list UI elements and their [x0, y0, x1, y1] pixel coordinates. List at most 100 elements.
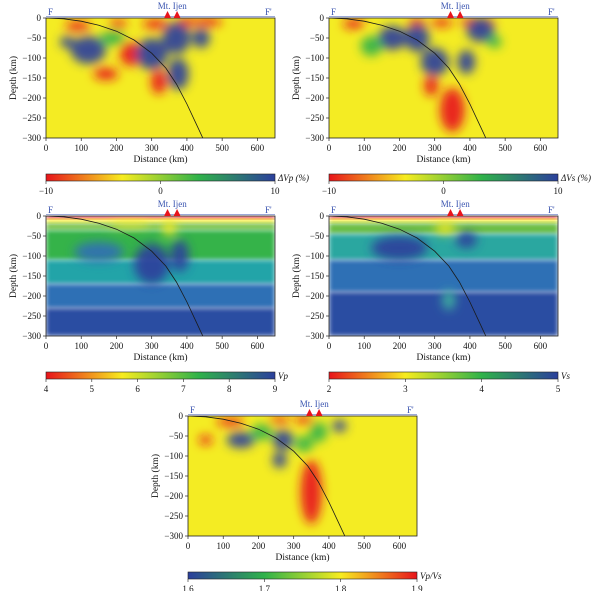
y-tick-label: −100 — [164, 451, 183, 461]
volcano-label: Mt. Ijen — [441, 1, 470, 11]
volcano-icon — [315, 409, 323, 416]
profile-end-label: F' — [265, 7, 272, 17]
y-tick-label: −200 — [305, 93, 324, 103]
x-tick-label: 600 — [251, 143, 265, 153]
volcano-icon — [447, 209, 455, 216]
velocity-field — [329, 18, 558, 138]
y-tick-label: −300 — [164, 531, 183, 541]
velocity-anomaly — [272, 430, 294, 450]
y-tick-label: −100 — [22, 251, 41, 261]
x-tick-label: 300 — [287, 541, 301, 551]
x-tick-label: 600 — [251, 341, 265, 351]
volcano-icon — [456, 11, 464, 18]
colorbar-tick-label: 0 — [158, 186, 163, 196]
velocity-anomaly — [371, 236, 428, 260]
velocity-anomaly — [455, 232, 477, 248]
x-tick-label: 200 — [110, 341, 124, 351]
velocity-anomaly — [457, 50, 476, 74]
volcano-icon — [456, 209, 464, 216]
y-tick-label: −150 — [22, 73, 41, 83]
velocity-anomaly — [134, 244, 170, 284]
y-tick-label: −250 — [22, 311, 41, 321]
velocity-anomaly — [150, 70, 167, 94]
colorbar-tick-label: −10 — [322, 186, 337, 196]
x-tick-label: 500 — [357, 541, 371, 551]
x-axis-label: Distance (km) — [133, 154, 187, 165]
velocity-anomaly — [360, 36, 382, 56]
y-tick-label: −200 — [305, 291, 324, 301]
velocity-field — [46, 216, 275, 336]
x-tick-label: 200 — [110, 143, 124, 153]
x-tick-label: 500 — [498, 341, 512, 351]
x-tick-label: 200 — [393, 143, 407, 153]
velocity-layer — [46, 284, 275, 308]
y-tick-label: −300 — [22, 133, 41, 143]
x-tick-label: 400 — [322, 541, 336, 551]
x-tick-label: 500 — [215, 341, 229, 351]
velocity-anomaly — [343, 19, 365, 29]
velocity-anomaly — [193, 18, 223, 26]
slab-line — [46, 216, 204, 336]
y-axis-label: Depth (km) — [291, 254, 302, 298]
velocity-anomaly — [109, 220, 152, 228]
volcano-label: Mt. Ijen — [300, 399, 329, 409]
colorbar-label: ΔVp (%) — [277, 173, 309, 183]
volcano-icon — [173, 209, 181, 216]
volcano-icon — [164, 209, 172, 216]
y-tick-label: −200 — [164, 491, 183, 501]
panel-vp: 0 100 200 300 400 500 600 0 −50 −100 −150 −200 −250 −… — [8, 199, 288, 394]
x-tick-label: 200 — [393, 341, 407, 351]
y-tick-label: 0 — [320, 211, 325, 221]
x-tick-label: 300 — [145, 341, 159, 351]
velocity-anomaly — [466, 18, 495, 42]
velocity-anomaly — [378, 26, 407, 50]
profile-end-label: F' — [548, 7, 555, 17]
colorbar-tick-label: 0 — [441, 186, 446, 196]
x-tick-label: 100 — [216, 541, 230, 551]
velocity-anomaly — [167, 58, 189, 90]
volcano-icon — [164, 11, 172, 18]
velocity-anomaly — [295, 416, 314, 424]
velocity-anomaly — [439, 88, 465, 132]
colorbar — [45, 371, 276, 380]
velocity-anomaly — [404, 24, 430, 52]
slab-line — [329, 216, 487, 336]
x-tick-label: 500 — [215, 143, 229, 153]
velocity-layer — [46, 219, 275, 224]
colorbar-tick-label: 8 — [227, 384, 232, 394]
colorbar-tick-label: 1.8 — [335, 584, 347, 591]
colorbar — [45, 173, 276, 182]
colorbar — [328, 173, 559, 182]
colorbar-tick-label: 1.7 — [259, 584, 271, 591]
colorbar — [187, 571, 418, 580]
y-tick-label: 0 — [37, 13, 42, 23]
velocity-field — [188, 416, 417, 536]
colorbar-tick-label: 4 — [44, 384, 49, 394]
velocity-anomaly — [192, 28, 210, 48]
velocity-layer — [329, 260, 558, 292]
y-tick-label: 0 — [320, 13, 325, 23]
velocity-anomaly — [295, 436, 314, 452]
x-tick-label: 200 — [252, 541, 266, 551]
colorbar-tick-label: 3 — [403, 384, 408, 394]
velocity-anomaly — [109, 20, 128, 28]
velocity-anomaly — [309, 422, 328, 442]
colorbar-tick-label: 10 — [271, 186, 281, 196]
velocity-anomaly — [93, 68, 119, 80]
velocity-layer — [46, 308, 275, 336]
colorbar-tick-label: 4 — [479, 384, 484, 394]
colorbar-tick-label: −10 — [39, 186, 54, 196]
y-tick-label: −150 — [22, 271, 41, 281]
slab-line — [188, 416, 346, 536]
y-tick-label: −50 — [27, 231, 42, 241]
velocity-anomaly — [487, 36, 502, 48]
colorbar-label: ΔVs (%) — [560, 173, 591, 183]
velocity-anomaly — [442, 290, 456, 310]
volcano-icon — [173, 11, 181, 18]
x-tick-label: 600 — [534, 341, 548, 351]
x-tick-label: 300 — [428, 341, 442, 351]
x-tick-label: 0 — [44, 143, 49, 153]
y-tick-label: −250 — [305, 311, 324, 321]
x-tick-label: 100 — [357, 143, 371, 153]
y-tick-label: −50 — [310, 231, 325, 241]
